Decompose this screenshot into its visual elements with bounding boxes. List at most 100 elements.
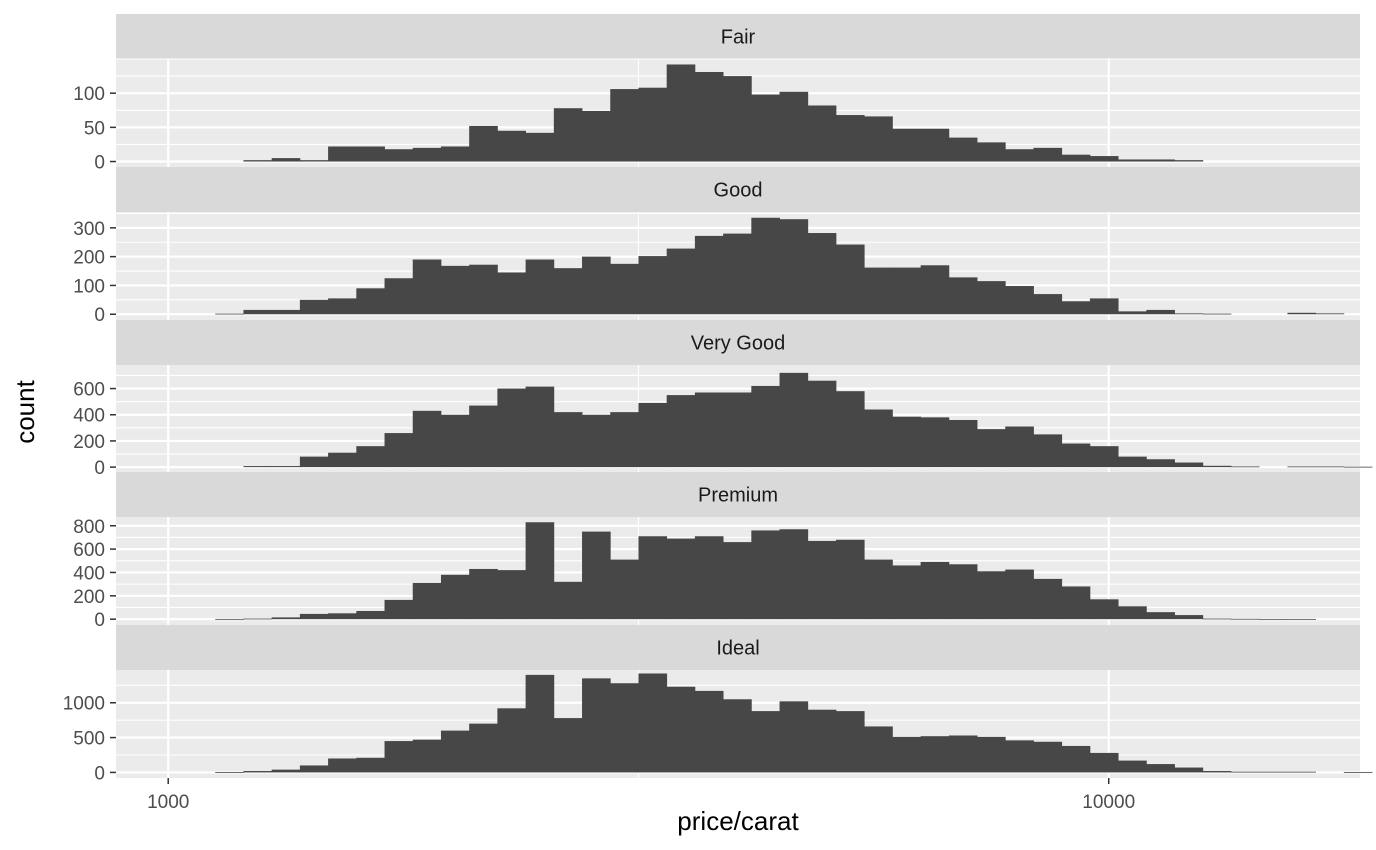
histogram-bar [525,386,555,468]
histogram-bar [1146,159,1175,162]
facet-strip [116,625,1360,670]
histogram-bar [920,561,950,620]
histogram-bar [892,416,922,468]
histogram-bar [299,299,329,315]
histogram-bar [694,536,724,620]
histogram-bar [1089,599,1119,620]
histogram-bar [440,146,470,162]
facet-fair: Fair 0 50 100 [73,14,1360,174]
y-axis-title: count [10,379,40,443]
histogram-bar [1287,771,1317,773]
histogram-bar [215,618,244,620]
histogram-bar [1118,606,1147,620]
histogram-bar [1033,741,1063,773]
histogram-bar [469,568,498,620]
histogram-bar [666,395,696,468]
histogram-bar [1315,313,1345,315]
facet-strip-label: Ideal [716,638,759,660]
histogram-bar [835,711,865,773]
histogram-bar [1146,459,1175,468]
histogram-bar [384,433,414,468]
y-tick-label: 200 [73,432,105,453]
histogram-bar [469,723,498,773]
histogram-bar [356,146,385,162]
histogram-bar [835,539,865,620]
y-tick-label: 400 [73,563,105,584]
histogram-bar [525,522,555,620]
histogram-bar [440,265,470,315]
histogram-bar [610,263,639,315]
facet-strip-label: Good [714,180,763,202]
y-tick-label: 400 [73,406,105,427]
histogram-bar [977,142,1006,162]
histogram-bar [779,91,809,162]
y-tick-label: 600 [73,540,105,561]
histogram-bar [1202,465,1232,468]
histogram-bar [412,259,442,315]
y-tick-label: 100 [73,84,105,105]
histogram-bar [1315,466,1345,468]
histogram-bar [948,137,978,162]
histogram-bar [299,456,329,468]
histogram-bar [948,419,978,468]
histogram-bar [582,414,611,468]
histogram-bar [412,147,442,162]
histogram-bar [582,256,611,315]
histogram-bar [1259,771,1288,773]
y-tick-label: 200 [73,587,105,608]
histogram-bar [384,599,414,620]
histogram-bar [243,466,273,468]
histogram-bar [751,385,780,468]
histogram-bar [920,417,950,468]
histogram-bar [1005,286,1034,315]
histogram-bar [328,613,357,620]
histogram-bar [243,160,273,162]
histogram-bar [807,540,837,620]
histogram-bar [977,429,1006,468]
histogram-bar [497,272,527,315]
histogram-bar [723,233,752,315]
histogram-bar [751,530,780,620]
y-tick-label: 0 [94,153,105,174]
histogram-bar [384,278,414,315]
histogram-bar [1174,767,1204,773]
histogram-bar [299,765,329,773]
histogram-bar [469,125,498,162]
histogram-bar [356,610,385,620]
histogram-bar [243,618,273,620]
y-tick-label: 1000 [63,694,105,715]
facet-strip-label: Premium [698,485,778,507]
histogram-bar [666,64,696,162]
histogram-bar [299,160,329,162]
histogram-bar [1287,618,1317,620]
y-tick-label: 100 [73,276,105,297]
histogram-bar [1174,313,1204,315]
histogram-bar [920,736,950,773]
histogram-bar [328,146,357,162]
histogram-bar [948,735,978,773]
histogram-bar [328,758,357,773]
histogram-bar [271,617,301,620]
histogram-bar [384,149,414,162]
histogram-bar [892,267,922,315]
histogram-bar [892,128,922,162]
x-tick-label: 10000 [1082,792,1135,813]
histogram-bar [1005,569,1034,620]
histogram-bar [1061,154,1091,162]
histogram-bar [1146,612,1175,620]
histogram-bar [553,718,583,773]
histogram-bar [694,392,724,468]
y-tick-label: 800 [73,517,105,538]
histogram-bar [412,739,442,773]
histogram-bar [779,372,809,468]
histogram-bar [864,267,893,315]
histogram-bar [638,87,668,162]
histogram-bar [328,298,357,315]
histogram-bar [1033,578,1063,620]
histogram-bar [440,414,470,468]
histogram-bar [497,388,527,468]
histogram-bar [243,309,273,315]
histogram-bar [723,76,752,162]
histogram-bar [440,574,470,620]
